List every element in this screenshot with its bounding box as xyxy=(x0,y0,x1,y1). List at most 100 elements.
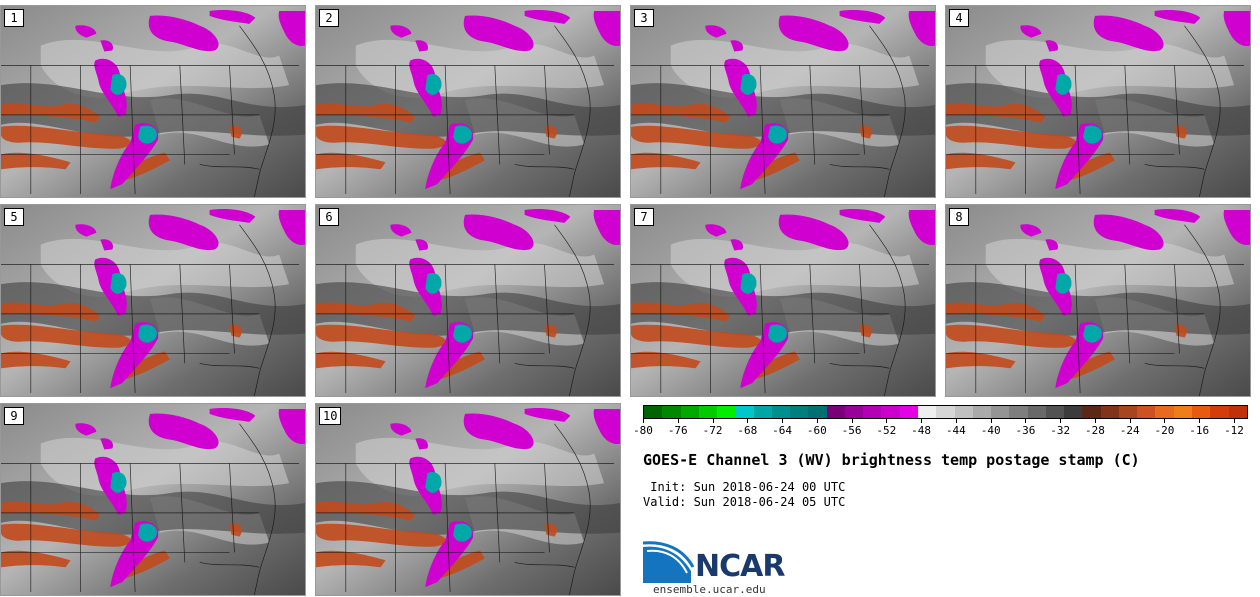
colorbar-segment xyxy=(1100,406,1119,418)
wv-satellite-map xyxy=(316,6,620,197)
colorbar-segment xyxy=(1155,406,1174,418)
panel-number-label: 8 xyxy=(949,208,969,226)
ncar-logo-swoosh-icon xyxy=(643,541,695,583)
colorbar-tick xyxy=(1129,419,1131,423)
postage-stamp-panel: 3 xyxy=(630,5,936,198)
colorbar-segment xyxy=(1210,406,1229,418)
colorbar-tick xyxy=(921,419,923,423)
colorbar-tick-label: -32 xyxy=(1050,424,1071,437)
panel-number-label: 2 xyxy=(319,9,339,27)
colorbar-tick-label: -40 xyxy=(980,424,1001,437)
wv-satellite-map xyxy=(316,205,620,396)
colorbar-tick xyxy=(1234,419,1235,423)
colorbar-tick xyxy=(816,419,818,423)
colorbar-tick xyxy=(886,419,888,423)
colorbar-tick-label: -20 xyxy=(1154,424,1175,437)
colorbar-tick-label: -12 xyxy=(1224,424,1244,437)
colorbar-tick xyxy=(1025,419,1027,423)
colorbar-segment xyxy=(735,406,754,418)
colorbar-tick-label: -28 xyxy=(1085,424,1105,437)
colorbar-segment xyxy=(972,406,992,418)
colorbar-tick-label: -80 xyxy=(633,424,653,437)
colorbar-tick-label: -72 xyxy=(702,424,723,437)
wv-satellite-map xyxy=(1,6,305,197)
colorbar-tick xyxy=(712,419,714,423)
panel-number-label: 7 xyxy=(634,208,654,226)
colorbar-tick xyxy=(747,419,749,423)
colorbar-segment xyxy=(790,406,809,418)
colorbar-segment xyxy=(826,406,845,418)
postage-stamp-panel: 1 xyxy=(0,5,306,198)
postage-stamp-panel: 9 xyxy=(0,403,306,596)
colorbar-segment xyxy=(1191,406,1211,418)
colorbar-segment xyxy=(680,406,699,418)
colorbar-segment xyxy=(644,406,663,418)
colorbar-segment xyxy=(1082,406,1101,418)
postage-stamp-panel: 5 xyxy=(0,204,306,397)
colorbar-segment xyxy=(717,406,736,418)
colorbar-tick xyxy=(677,419,679,423)
panel-number-label: 1 xyxy=(4,9,24,27)
colorbar-segment xyxy=(1228,406,1247,418)
colorbar-segment xyxy=(863,406,882,418)
colorbar-tick-label: -44 xyxy=(945,424,966,437)
colorbar-tick-label: -64 xyxy=(772,424,792,437)
colorbar-segment xyxy=(1009,406,1028,418)
postage-stamp-panel: 10 xyxy=(315,403,621,596)
wv-satellite-map xyxy=(631,205,935,396)
colorbar-segment xyxy=(698,406,718,418)
panel-number-label: 6 xyxy=(319,208,339,226)
colorbar-tick xyxy=(782,419,784,423)
init-time: Init: Sun 2018-06-24 00 UTC xyxy=(643,480,846,494)
postage-stamp-panel: 4 xyxy=(945,5,1251,198)
colorbar-tick xyxy=(955,419,957,423)
wv-satellite-map xyxy=(1,205,305,396)
colorbar-tick-label: -52 xyxy=(876,424,897,437)
colorbar-tick-label: -48 xyxy=(911,424,932,437)
colorbar-tick-label: -68 xyxy=(737,424,758,437)
postage-stamp-panel: 7 xyxy=(630,204,936,397)
panel-number-label: 4 xyxy=(949,9,969,27)
postage-stamp-panel: 2 xyxy=(315,5,621,198)
colorbar-segment xyxy=(1137,406,1156,418)
colorbar-tick xyxy=(1060,419,1062,423)
colorbar-tick xyxy=(1094,419,1096,423)
colorbar-segment xyxy=(1027,406,1046,418)
colorbar-tick-label: -36 xyxy=(1015,424,1036,437)
wv-satellite-map xyxy=(631,6,935,197)
colorbar-tick-label: -56 xyxy=(841,424,862,437)
postage-stamp-panel: 8 xyxy=(945,204,1251,397)
wv-satellite-map xyxy=(946,6,1250,197)
panel-number-label: 5 xyxy=(4,208,24,226)
colorbar-segment xyxy=(1045,406,1065,418)
valid-time: Valid: Sun 2018-06-24 05 UTC xyxy=(643,495,846,509)
colorbar-segment xyxy=(662,406,681,418)
colorbar-segment xyxy=(936,406,955,418)
colorbar-tick xyxy=(1164,419,1166,423)
colorbar-ticks: -80 -76 -72 -68 -64 -60 -56 -52 -48 -44 -40 -36 -32 -… xyxy=(633,419,1248,443)
colorbar-tick xyxy=(990,419,992,423)
colorbar-tick xyxy=(1199,419,1201,423)
colorbar-segment xyxy=(899,406,918,418)
colorbar-segment xyxy=(1118,406,1138,418)
colorbar-tick xyxy=(851,419,853,423)
panel-number-label: 10 xyxy=(319,407,342,425)
wv-satellite-map xyxy=(316,404,620,595)
colorbar-tick-label: -24 xyxy=(1119,424,1140,437)
colorbar-segment xyxy=(808,406,827,418)
colorbar-segment xyxy=(917,406,937,418)
postage-stamp-panel: 6 xyxy=(315,204,621,397)
wv-satellite-map xyxy=(1,404,305,595)
colorbar-segment xyxy=(881,406,900,418)
colorbar xyxy=(643,405,1248,419)
colorbar-tick-label: -76 xyxy=(667,424,688,437)
colorbar-tick-label: -60 xyxy=(806,424,827,437)
ncar-logo-text: NCAR xyxy=(695,549,785,584)
panel-number-label: 9 xyxy=(4,407,24,425)
colorbar-segment xyxy=(771,406,791,418)
colorbar-segment xyxy=(844,406,864,418)
colorbar-tick xyxy=(643,419,644,423)
colorbar-segment xyxy=(753,406,772,418)
website-url: ensemble.ucar.edu xyxy=(653,583,766,596)
colorbar-tick-label: -16 xyxy=(1189,424,1210,437)
